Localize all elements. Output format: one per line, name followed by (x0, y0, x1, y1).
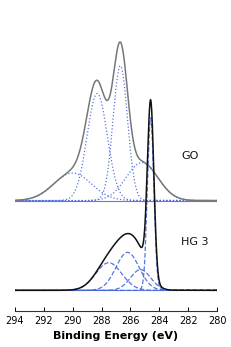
Text: HG 3: HG 3 (180, 237, 208, 247)
Text: GO: GO (180, 151, 198, 161)
X-axis label: Binding Energy (eV): Binding Energy (eV) (53, 331, 178, 341)
